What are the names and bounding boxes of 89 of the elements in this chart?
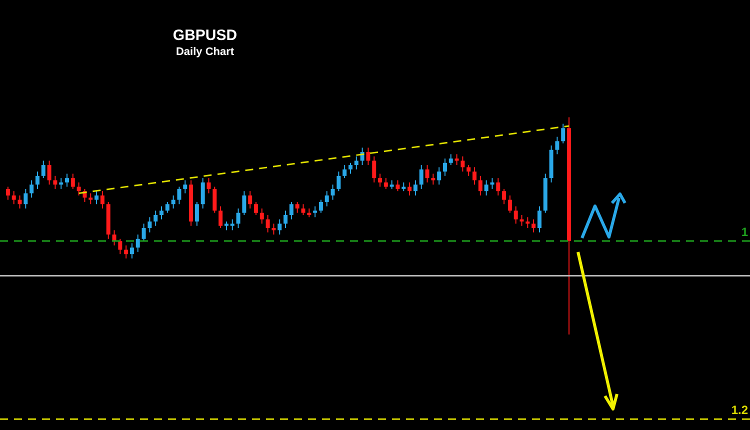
candlestick <box>171 194 176 209</box>
candlestick <box>448 154 453 166</box>
candlestick <box>118 238 122 255</box>
candlestick <box>508 194 512 214</box>
candlestick <box>460 156 465 172</box>
candlestick <box>272 223 276 236</box>
chart-title: GBPUSD <box>172 27 238 44</box>
candlestick <box>318 199 323 214</box>
candlestick <box>514 206 518 224</box>
candlestick <box>532 218 536 233</box>
candlestick <box>472 166 477 186</box>
candlestick <box>260 208 264 224</box>
candlestick <box>442 158 447 176</box>
candlestick <box>372 156 376 183</box>
candlestick <box>212 186 217 214</box>
candlestick <box>413 180 418 196</box>
candlestick <box>200 178 205 209</box>
candlestick <box>466 164 471 176</box>
candlestick <box>348 162 352 174</box>
candlestick <box>425 164 430 183</box>
candlestick <box>194 201 199 226</box>
candlestick <box>295 201 300 214</box>
candlestick <box>520 214 524 226</box>
candlestick <box>419 164 424 190</box>
candlestick <box>378 173 382 188</box>
candlestick <box>112 230 116 246</box>
candlestick <box>242 190 246 216</box>
candlestick <box>484 180 488 196</box>
candlestick <box>154 210 158 226</box>
candlestick <box>289 201 294 220</box>
candlestick <box>537 206 542 233</box>
candlestick <box>160 206 164 220</box>
candlestick <box>94 190 99 205</box>
candlestick <box>30 180 34 198</box>
candlestick <box>336 171 341 192</box>
candlestick <box>35 171 40 190</box>
annotation: 1.2 <box>731 403 748 418</box>
candlestick <box>454 154 459 166</box>
candlestick <box>142 223 146 242</box>
candlestick <box>408 182 412 196</box>
chart-subtitle: Daily Chart <box>176 46 234 58</box>
candlestick <box>88 192 93 205</box>
candlestick <box>230 218 234 231</box>
candlestick <box>47 160 52 186</box>
candlestick <box>278 218 282 236</box>
candlestick <box>24 188 28 209</box>
candlestick <box>342 164 347 179</box>
candlestick <box>266 214 270 233</box>
candlestick <box>206 178 211 194</box>
candlestick <box>53 175 58 190</box>
candlestick <box>76 182 81 196</box>
annotation: 1 <box>741 225 748 240</box>
candlestick <box>136 234 140 252</box>
candlestick <box>496 178 500 196</box>
candlestick <box>248 190 252 209</box>
candlestick <box>183 180 188 194</box>
candlestick <box>502 188 506 205</box>
candlestick <box>366 147 370 166</box>
candlestick <box>330 184 335 200</box>
candlestick <box>70 173 75 190</box>
candlestick <box>177 186 182 205</box>
candlestick <box>254 201 258 216</box>
candlestick <box>124 244 128 259</box>
candlestick <box>384 178 388 190</box>
candlestick <box>301 204 306 216</box>
candlestick <box>561 123 566 144</box>
candlestick <box>431 173 436 186</box>
candlestick <box>218 206 223 229</box>
candlestick <box>396 180 400 192</box>
candlestick <box>478 175 482 196</box>
candlestick <box>437 166 442 186</box>
candlestick <box>284 210 288 229</box>
candlestick <box>12 190 16 205</box>
candlestick <box>313 206 318 218</box>
candlestick <box>18 194 22 209</box>
candlestick <box>236 208 240 229</box>
candlestick <box>165 201 170 214</box>
candlestick <box>41 160 46 179</box>
candlestick <box>555 136 560 155</box>
candlestick <box>6 186 10 200</box>
candlestick <box>148 216 152 233</box>
candlestick <box>130 242 134 259</box>
candlestick <box>65 173 70 188</box>
candlestick <box>354 156 358 170</box>
candlestick <box>59 178 64 190</box>
candlestick <box>324 190 329 207</box>
candlestick <box>490 178 494 190</box>
candlestick <box>100 190 104 209</box>
candlestick <box>526 216 530 229</box>
